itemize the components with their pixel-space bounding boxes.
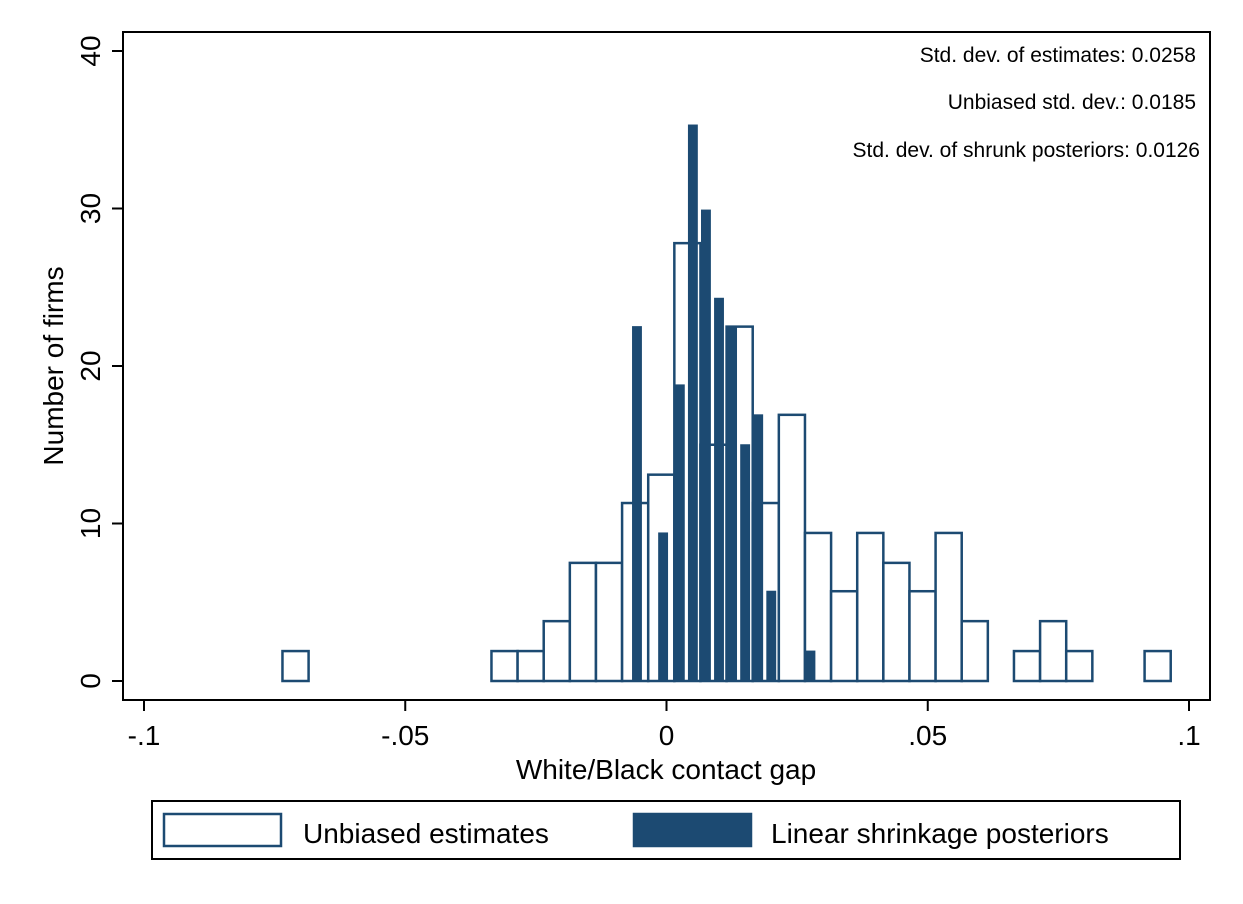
unbiased-estimates-bars	[281, 241, 1172, 683]
unbiased-estimate-bar	[594, 561, 624, 683]
unbiased-estimate-bar	[908, 589, 937, 683]
x-tick-label: -.1	[128, 720, 161, 751]
legend-label-shrinkage-posteriors: Linear shrinkage posteriors	[771, 818, 1109, 849]
y-tick-label: 20	[75, 350, 106, 381]
annotation-std-dev-shrunk: Std. dev. of shrunk posteriors: 0.0126	[853, 139, 1200, 162]
unbiased-estimate-bar	[934, 531, 963, 683]
shrinkage-posterior-bar	[727, 326, 738, 682]
shrinkage-posteriors-bars	[632, 124, 816, 682]
unbiased-estimate-bar	[960, 619, 990, 683]
y-tick-label: 30	[75, 193, 106, 224]
unbiased-estimate-bar	[855, 531, 885, 683]
x-tick-label: .1	[1177, 720, 1200, 751]
annotation-std-dev-estimates: Std. dev. of estimates: 0.0258	[920, 44, 1196, 67]
annotation-unbiased-std-dev: Unbiased std. dev.: 0.0185	[948, 91, 1196, 114]
shrinkage-posterior-bar	[753, 414, 764, 682]
y-axis-title: Number of firms	[38, 266, 69, 465]
unbiased-estimate-bar	[490, 649, 519, 683]
unbiased-estimate-bar	[882, 561, 911, 683]
unbiased-estimate-bar	[542, 619, 572, 683]
legend-swatch-shrinkage-posteriors	[632, 812, 753, 848]
unbiased-estimate-bar	[568, 561, 598, 683]
y-tick-label: 0	[75, 673, 106, 689]
x-axis-title: White/Black contact gap	[516, 754, 816, 785]
y-tick-label: 10	[75, 508, 106, 539]
unbiased-estimate-bar	[1012, 649, 1042, 683]
unbiased-estimate-bar	[1038, 619, 1068, 683]
shrinkage-posterior-bar	[714, 297, 724, 682]
x-axis-ticks: -.1 -.05 0 .05 .1	[128, 700, 1201, 751]
legend-label-unbiased-estimates: Unbiased estimates	[303, 818, 549, 849]
x-tick-label: 0	[659, 720, 675, 751]
unbiased-estimate-bar	[777, 413, 807, 683]
shrinkage-posterior-bar	[740, 444, 751, 682]
x-tick-label: .05	[908, 720, 947, 751]
shrinkage-posterior-bar	[658, 532, 669, 682]
x-tick-label: -.05	[381, 720, 429, 751]
shrinkage-posterior-bar	[701, 209, 711, 682]
shrinkage-posterior-bar	[766, 590, 777, 682]
shrinkage-posterior-bar	[674, 384, 685, 682]
shrinkage-posterior-bar	[632, 326, 642, 682]
y-tick-label: 40	[75, 35, 106, 66]
unbiased-estimate-bar	[516, 649, 545, 683]
legend: Unbiased estimates Linear shrinkage post…	[151, 800, 1181, 860]
legend-swatch-unbiased-estimates	[162, 812, 283, 848]
unbiased-estimate-bar	[1064, 649, 1094, 683]
unbiased-estimate-bar	[1143, 649, 1172, 683]
shrinkage-posterior-bar	[805, 650, 816, 682]
unbiased-estimate-bar	[829, 589, 859, 683]
y-axis-ticks: 0 10 20 30 40	[75, 35, 123, 689]
unbiased-estimate-bar	[281, 649, 310, 683]
shrinkage-posterior-bar	[687, 124, 698, 682]
